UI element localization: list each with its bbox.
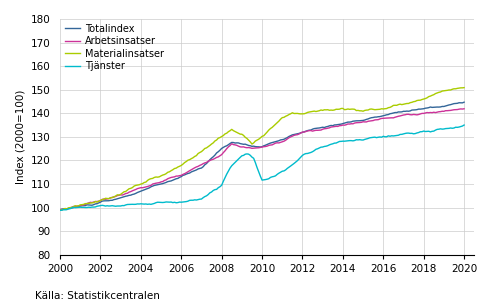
Arbetsinsatser xyxy=(458,107,464,111)
Totalindex xyxy=(288,134,294,137)
Materialinsatser xyxy=(461,86,467,89)
Totalindex xyxy=(211,155,216,159)
Materialinsatser xyxy=(382,107,388,111)
Tjänster xyxy=(456,125,462,129)
Materialinsatser xyxy=(103,196,108,200)
Legend: Totalindex, Arbetsinsatser, Materialinsatser, Tjänster: Totalindex, Arbetsinsatser, Materialinsa… xyxy=(63,22,166,73)
Tjänster xyxy=(57,209,63,212)
Tjänster xyxy=(382,135,388,139)
Materialinsatser xyxy=(211,141,216,145)
Arbetsinsatser xyxy=(384,116,389,120)
Y-axis label: Index (2000=100): Index (2000=100) xyxy=(15,90,25,184)
Materialinsatser xyxy=(355,109,361,112)
Totalindex xyxy=(456,101,462,105)
Tjänster xyxy=(355,138,361,142)
Totalindex xyxy=(461,100,467,104)
Materialinsatser xyxy=(57,208,63,212)
Arbetsinsatser xyxy=(289,134,295,138)
Arbetsinsatser xyxy=(57,208,63,211)
Text: Källa: Statistikcentralen: Källa: Statistikcentralen xyxy=(35,291,159,301)
Arbetsinsatser xyxy=(461,107,467,111)
Tjänster xyxy=(103,204,108,208)
Tjänster xyxy=(211,189,216,192)
Totalindex xyxy=(382,113,388,117)
Arbetsinsatser xyxy=(59,208,65,211)
Totalindex xyxy=(57,208,63,212)
Arbetsinsatser xyxy=(212,157,218,160)
Materialinsatser xyxy=(456,86,462,90)
Line: Tjänster: Tjänster xyxy=(60,125,464,210)
Totalindex xyxy=(103,199,108,203)
Materialinsatser xyxy=(288,112,294,116)
Tjänster xyxy=(288,164,294,168)
Line: Materialinsatser: Materialinsatser xyxy=(60,88,464,210)
Arbetsinsatser xyxy=(104,197,110,201)
Line: Totalindex: Totalindex xyxy=(60,102,464,210)
Tjänster xyxy=(461,123,467,127)
Totalindex xyxy=(355,119,361,123)
Line: Arbetsinsatser: Arbetsinsatser xyxy=(60,109,464,209)
Arbetsinsatser xyxy=(357,121,363,124)
